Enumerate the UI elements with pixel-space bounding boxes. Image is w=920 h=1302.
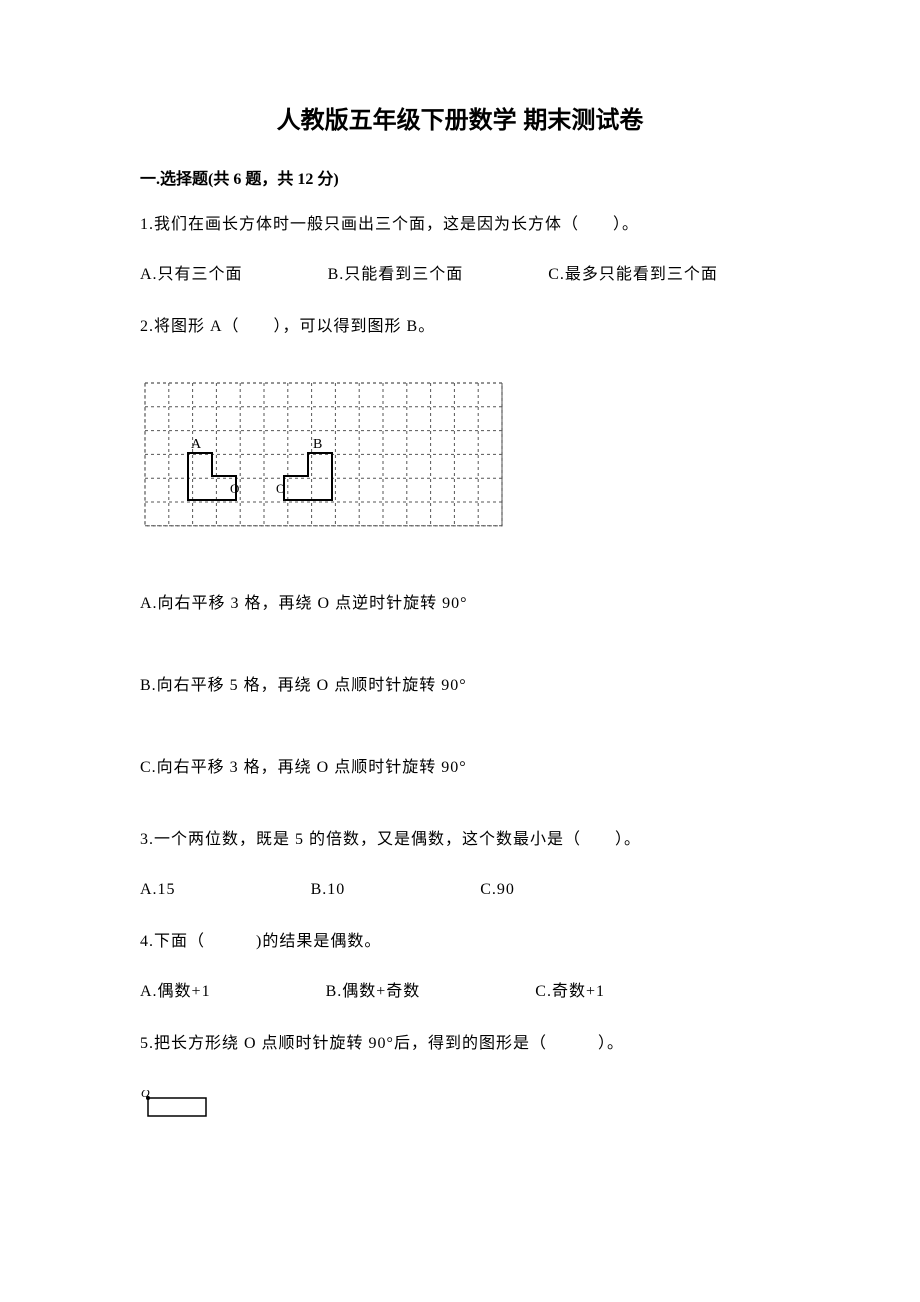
question-3: 3.一个两位数，既是 5 的倍数，又是偶数，这个数最小是（ ）。 [140,824,780,856]
q4-option-a: A.偶数+1 [140,976,211,1008]
q1-option-c: C.最多只能看到三个面 [548,266,718,283]
figure-grid: A O B O [140,373,780,543]
q1-option-b: B.只能看到三个面 [328,259,464,291]
section-header: 一.选择题(共 6 题，共 12 分) [140,165,780,189]
q3-option-c: C.90 [480,881,515,898]
question-2: 2.将图形 A（ ），可以得到图形 B。 [140,311,780,343]
svg-text:O: O [141,1090,150,1100]
question-4-options: A.偶数+1 B.偶数+奇数 C.奇数+1 [140,976,780,1008]
q4-option-b: B.偶数+奇数 [326,976,421,1008]
page-title: 人教版五年级下册数学 期末测试卷 [140,100,780,135]
rect-svg: O [140,1090,215,1120]
q3-option-a: A.15 [140,874,176,906]
q3-option-b: B.10 [311,874,346,906]
q1-option-a: A.只有三个面 [140,259,243,291]
q2-option-c: C.向右平移 3 格，再绕 O 点顺时针旋转 90° [140,752,780,784]
question-5: 5.把长方形绕 O 点顺时针旋转 90°后，得到的图形是（ ）。 [140,1028,780,1060]
figure-rect: O [140,1090,780,1125]
svg-text:O: O [276,481,285,496]
svg-text:B: B [313,437,322,452]
q4-option-c: C.奇数+1 [535,983,605,1000]
grid-svg: A O B O [140,373,510,538]
question-1: 1.我们在画长方体时一般只画出三个面，这是因为长方体（ ）。 [140,209,780,241]
question-3-options: A.15 B.10 C.90 [140,874,780,906]
q2-option-b: B.向右平移 5 格，再绕 O 点顺时针旋转 90° [140,670,780,702]
q2-option-a: A.向右平移 3 格，再绕 O 点逆时针旋转 90° [140,588,780,620]
question-1-options: A.只有三个面 B.只能看到三个面 C.最多只能看到三个面 [140,259,780,291]
svg-text:A: A [191,437,202,452]
svg-text:O: O [230,481,239,496]
question-4: 4.下面（ )的结果是偶数。 [140,926,780,958]
